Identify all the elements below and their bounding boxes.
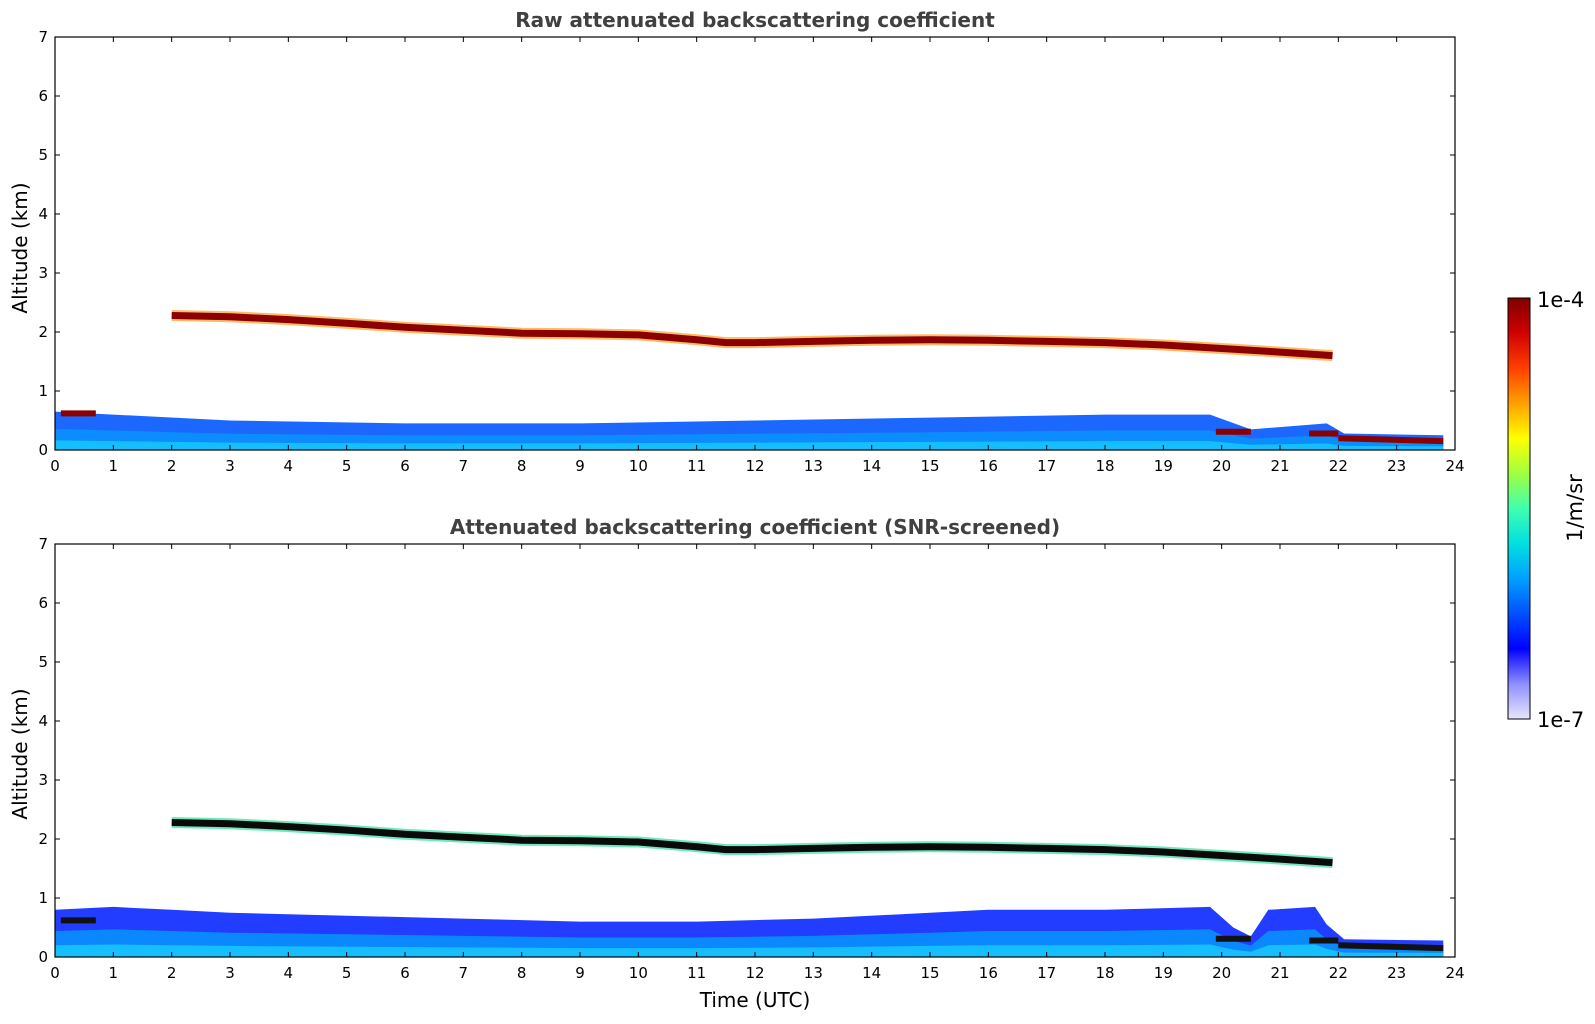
- x-tick-label: 8: [517, 457, 527, 475]
- low-cloud-segment: [1338, 435, 1444, 445]
- x-tick-label: 2: [167, 964, 177, 982]
- screened-features: [55, 817, 1444, 957]
- y-tick-label: 2: [38, 323, 48, 341]
- x-tick-label: 11: [687, 964, 706, 982]
- x-tick-label: 11: [687, 457, 706, 475]
- x-tick-label: 14: [862, 457, 881, 475]
- x-tick-label: 20: [1212, 457, 1231, 475]
- plot-frame: [54, 543, 1456, 958]
- x-tick-label: 5: [342, 964, 352, 982]
- axes-screened: 0 1 2 3 4 5 6 7 8 9 10 11 12 13 14 15 16 17 18 19 20 21 22 23 24…: [38, 535, 1464, 982]
- x-tick-label: 16: [979, 964, 998, 982]
- x-tick-label: 13: [804, 457, 823, 475]
- panel-title: Attenuated backscattering coefficient (S…: [450, 515, 1060, 539]
- colorbar-max-label: 1e-4: [1537, 288, 1584, 312]
- x-tick-label: 1: [109, 964, 119, 982]
- x-tick-label: 14: [862, 964, 881, 982]
- y-tick-label: 1: [38, 889, 48, 907]
- colorbar-scale: [1507, 297, 1531, 720]
- x-tick-label: 0: [50, 457, 60, 475]
- x-tick-label: 4: [284, 457, 294, 475]
- x-tick-label: 22: [1329, 457, 1348, 475]
- axes-raw: 0 1 2 3 4 5 6 7 8 9 10 11 12 13 14 15 16 17 18 19 20 21 22 23 24…: [38, 28, 1464, 475]
- cloud-layer: [171, 819, 1333, 867]
- x-tick-label: 24: [1445, 964, 1464, 982]
- y-tick-label: 5: [38, 653, 48, 671]
- raw-features: [55, 310, 1444, 450]
- low-cloud-segment: [1338, 942, 1444, 952]
- aerosol-layer-base: [55, 440, 1444, 450]
- y-tick-label: 4: [38, 712, 48, 730]
- y-tick-label: 6: [38, 87, 48, 105]
- cloud-layer: [171, 312, 1333, 360]
- x-tick-label: 7: [459, 964, 469, 982]
- y-tick-label: 0: [38, 441, 48, 459]
- noise-speckle: [55, 37, 1444, 450]
- x-axis-label: Time (UTC): [699, 988, 811, 1012]
- x-tick-label: 9: [575, 964, 585, 982]
- y-axis-label: Altitude (km): [8, 182, 32, 313]
- x-tick-label: 12: [745, 964, 764, 982]
- x-tick-label: 4: [284, 964, 294, 982]
- raw-noise-field: [55, 37, 1444, 450]
- x-tick-label: 24: [1445, 457, 1464, 475]
- y-tick-label: 6: [38, 594, 48, 612]
- noise-hotspot: [405, 37, 872, 265]
- x-tick-label: 6: [400, 457, 410, 475]
- x-tick-label: 9: [575, 457, 585, 475]
- x-tick-label: 21: [1270, 964, 1289, 982]
- y-tick-label: 1: [38, 382, 48, 400]
- x-tick-label: 13: [804, 964, 823, 982]
- x-tick-label: 7: [459, 457, 469, 475]
- x-tick-label: 2: [167, 457, 177, 475]
- y-tick-label: 3: [38, 264, 48, 282]
- y-tick-label: 5: [38, 146, 48, 164]
- y-axis-label: Altitude (km): [8, 688, 32, 819]
- y-tick-label: 3: [38, 771, 48, 789]
- x-tick-label: 20: [1212, 964, 1231, 982]
- raw-backscatter-panel: Raw attenuated backscattering coefficien…: [8, 8, 1465, 475]
- x-tick-label: 21: [1270, 457, 1289, 475]
- x-tick-label: 3: [225, 964, 235, 982]
- x-tick-label: 15: [920, 964, 939, 982]
- y-tick-label: 0: [38, 948, 48, 966]
- aerosol-layer-base: [55, 944, 1444, 957]
- x-tick-label: 18: [1095, 457, 1114, 475]
- x-tick-label: 1: [109, 457, 119, 475]
- x-tick-label: 0: [50, 964, 60, 982]
- colorbar: 1e-4 1e-7 1/m/sr: [1507, 288, 1587, 732]
- x-tick-label: 23: [1387, 964, 1406, 982]
- x-tick-label: 10: [629, 964, 648, 982]
- panel-title: Raw attenuated backscattering coefficien…: [515, 8, 995, 32]
- heatmap-screened: [55, 817, 1444, 957]
- x-tick-label: 19: [1154, 964, 1173, 982]
- x-tick-label: 18: [1095, 964, 1114, 982]
- colorbar-unit-label: 1/m/sr: [1563, 474, 1587, 542]
- x-tick-label: 8: [517, 964, 527, 982]
- x-tick-label: 3: [225, 457, 235, 475]
- x-tick-label: 5: [342, 457, 352, 475]
- y-tick-label: 2: [38, 830, 48, 848]
- x-tick-label: 15: [920, 457, 939, 475]
- y-tick-label: 4: [38, 205, 48, 223]
- x-tick-label: 12: [745, 457, 764, 475]
- x-tick-label: 22: [1329, 964, 1348, 982]
- heatmap-raw: [55, 37, 1444, 450]
- x-tick-label: 6: [400, 964, 410, 982]
- x-tick-label: 19: [1154, 457, 1173, 475]
- x-tick-label: 17: [1037, 964, 1056, 982]
- colorbar-min-label: 1e-7: [1537, 708, 1584, 732]
- x-tick-label: 23: [1387, 457, 1406, 475]
- x-tick-label: 17: [1037, 457, 1056, 475]
- x-tick-label: 10: [629, 457, 648, 475]
- y-tick-label: 7: [38, 28, 48, 46]
- x-tick-label: 16: [979, 457, 998, 475]
- screened-backscatter-panel: Attenuated backscattering coefficient (S…: [8, 515, 1465, 1012]
- y-tick-label: 7: [38, 535, 48, 553]
